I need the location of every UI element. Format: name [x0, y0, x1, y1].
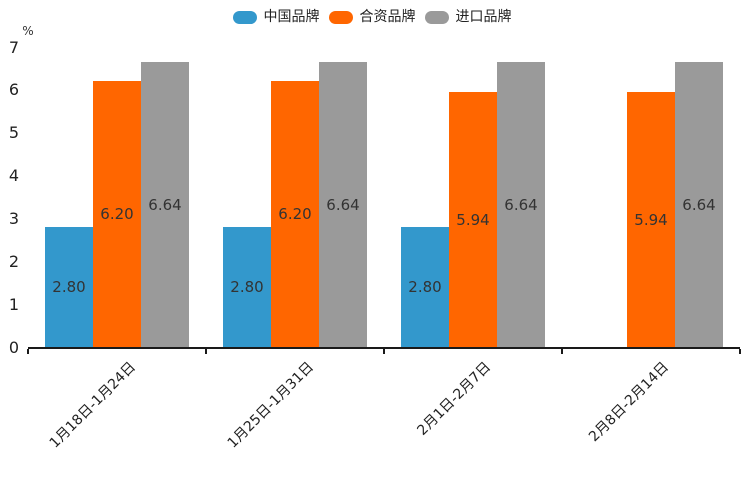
- bar-value-label: 5.94: [634, 210, 668, 229]
- bar-group: 2.80 6.20 6.64: [28, 47, 206, 347]
- bar-合资品牌: 6.20: [271, 81, 319, 347]
- y-tick-label: 6: [8, 80, 19, 100]
- bar-中国品牌: 2.80: [401, 227, 449, 347]
- y-tick-label: 7: [8, 37, 19, 57]
- bar-value-label: 2.80: [408, 278, 442, 296]
- legend-item-label: 进口品牌: [455, 9, 512, 25]
- x-category-label: 2月8日-2月14日: [586, 359, 673, 446]
- bar-group: 2.80 6.20 6.64: [206, 47, 384, 347]
- bar-进口品牌: 6.64: [675, 62, 723, 347]
- bar-value-label: 5.94: [456, 210, 490, 229]
- bar-进口品牌: 6.64: [497, 62, 545, 347]
- y-tick-label: 4: [8, 166, 19, 186]
- legend-item-2[interactable]: 合资品牌: [328, 9, 416, 25]
- bar-value-label: 6.64: [148, 195, 182, 214]
- bar-合资品牌: 6.20: [93, 81, 141, 347]
- x-category-label: 2月1日-2月7日: [414, 359, 495, 439]
- legend-item-1[interactable]: 中国品牌: [232, 9, 320, 25]
- bar-合资品牌: 5.94: [449, 92, 497, 347]
- bar-中国品牌: 2.80: [223, 227, 271, 347]
- bar-进口品牌: 6.64: [319, 62, 367, 347]
- bar-group: 2.80 5.94 6.64: [384, 47, 562, 347]
- bar-value-label: 6.64: [682, 195, 716, 214]
- bar-中国品牌: 2.80: [45, 227, 93, 347]
- y-tick-label: 0: [8, 337, 19, 357]
- legend-item-label: 合资品牌: [359, 9, 416, 25]
- y-tick-label: 2: [8, 251, 19, 271]
- bar-value-label: 6.64: [326, 195, 360, 214]
- bar-value-label: 6.20: [100, 205, 134, 224]
- bar-group: 5.94 6.64: [562, 47, 740, 347]
- y-tick-label: 1: [8, 294, 19, 314]
- legend-item-label: 中国品牌: [263, 9, 320, 25]
- x-axis-tick: [27, 349, 29, 354]
- y-axis-unit-label: %: [22, 24, 34, 38]
- x-category-label: 1月25日-1月31日: [224, 359, 317, 452]
- x-axis-tick: [561, 349, 563, 354]
- y-tick-label: 5: [8, 123, 19, 143]
- plot-area: 2.80 6.20 6.64 2.80 6.20 6.64 2.80 5.94 6.64 5.94…: [28, 47, 740, 349]
- legend-swatch-icon: [424, 10, 449, 24]
- x-axis-tick: [739, 349, 741, 354]
- legend: 中国品牌 合资品牌 进口品牌: [0, 8, 744, 26]
- bar-value-label: 2.80: [52, 278, 86, 296]
- x-axis-tick: [205, 349, 207, 354]
- legend-item-3[interactable]: 进口品牌: [424, 9, 512, 25]
- x-category-label: 1月18日-1月24日: [46, 359, 139, 452]
- bar-value-label: 6.64: [504, 195, 538, 214]
- legend-swatch-icon: [232, 10, 257, 24]
- bar-合资品牌: 5.94: [627, 92, 675, 347]
- legend-swatch-icon: [328, 10, 353, 24]
- x-axis-tick: [383, 349, 385, 354]
- bar-进口品牌: 6.64: [141, 62, 189, 347]
- bar-value-label: 2.80: [230, 278, 264, 296]
- bar-value-label: 6.20: [278, 205, 312, 224]
- y-tick-label: 3: [8, 208, 19, 228]
